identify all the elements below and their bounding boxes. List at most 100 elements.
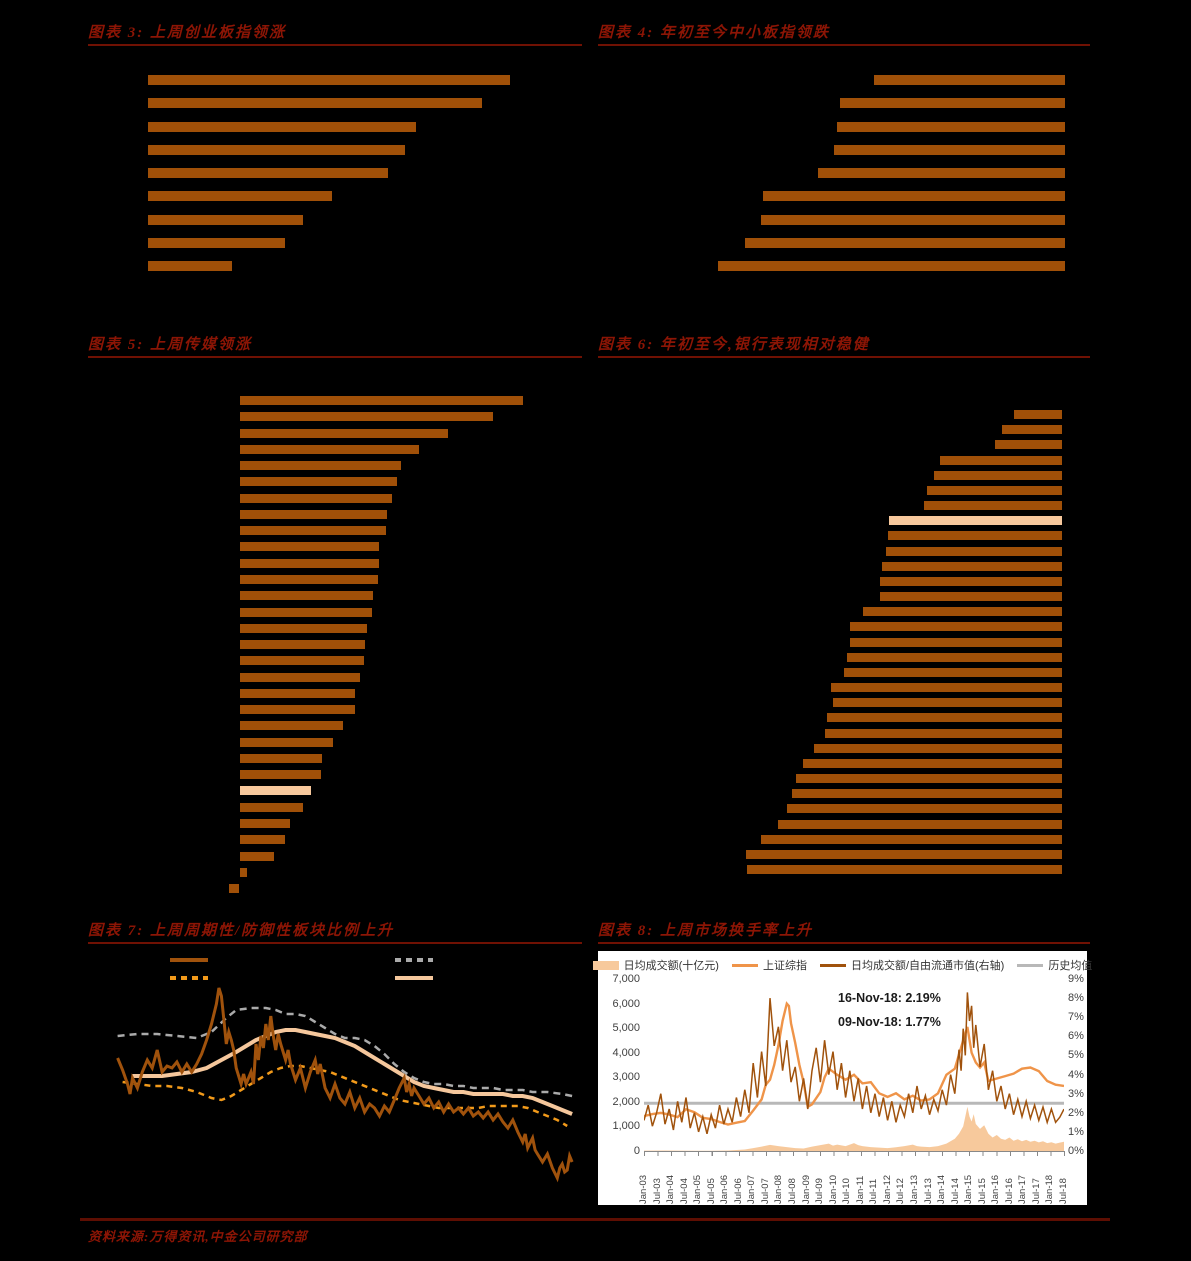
bar xyxy=(778,819,1062,829)
figure-7: 图表 7: 上周周期性/防御性板块比例上升 xyxy=(88,922,582,1214)
bar xyxy=(148,121,416,132)
bar xyxy=(834,144,1065,155)
figure-5-bar-chart xyxy=(229,396,582,896)
x-axis-label: Jul-07 xyxy=(759,1178,771,1204)
figure-6-title-rule xyxy=(598,356,1090,358)
legend-label: 历史均值 xyxy=(1048,960,1093,972)
bar xyxy=(927,485,1062,495)
legend-swatch-orange-dashed-line xyxy=(170,976,208,980)
bar xyxy=(240,526,386,536)
legend-label: 日均成交额(十亿元) xyxy=(623,960,719,972)
y-right-label: 9% xyxy=(1068,973,1084,985)
figure-5-title-rule xyxy=(88,356,582,358)
bar xyxy=(882,561,1062,571)
x-axis-label: Jul-10 xyxy=(841,1178,853,1204)
bar xyxy=(240,721,343,731)
legend-item: 日均成交额(十亿元) xyxy=(592,957,719,973)
bar xyxy=(850,622,1062,632)
x-axis-label: Jul-12 xyxy=(895,1178,907,1204)
bar xyxy=(148,75,510,85)
x-axis-label: Jan-17 xyxy=(1017,1174,1029,1204)
y-right-label: 8% xyxy=(1068,992,1084,1005)
figure-8-title-rule xyxy=(598,942,1090,944)
bar xyxy=(847,652,1062,662)
bar xyxy=(148,214,303,225)
figure-8-volume-area xyxy=(644,1106,1064,1151)
x-axis-label: Jan-12 xyxy=(881,1174,893,1204)
legend-swatch-dark-solid-line xyxy=(170,958,208,962)
legend-label: 上证综指 xyxy=(762,960,807,972)
y-left-label: 2,000 xyxy=(612,1095,640,1108)
y-right-label: 4% xyxy=(1068,1068,1084,1081)
bar xyxy=(833,698,1062,708)
bar xyxy=(880,592,1062,602)
y-right-label: 6% xyxy=(1068,1030,1084,1043)
bar xyxy=(745,237,1065,248)
figure-8: 图表 8: 上周市场换手率上升 日均成交额(十亿元) 上证综指 日均成交额/自由流通… xyxy=(592,922,1092,1214)
bar xyxy=(240,412,493,422)
annotation-16-nov-18: 16-Nov-18: 2.19% xyxy=(838,991,941,1005)
figure-8-x-axis-line xyxy=(644,1151,1065,1156)
bar xyxy=(880,576,1062,586)
source-note: 资料来源:万得资讯,中金公司研究部 xyxy=(88,1229,308,1244)
bar xyxy=(240,574,378,584)
legend-item: 历史均值 xyxy=(1017,957,1092,973)
line-swatch-icon xyxy=(1017,963,1044,967)
figure-8-title: 图表 8: 上周市场换手率上升 xyxy=(598,923,813,939)
bar xyxy=(814,743,1062,753)
bar xyxy=(1014,410,1062,419)
bar xyxy=(825,728,1062,738)
x-axis-label: Jan-09 xyxy=(800,1174,812,1204)
figure-7-line-chart xyxy=(116,987,574,1183)
x-axis-label: Jul-14 xyxy=(949,1178,961,1204)
bar xyxy=(240,607,372,617)
figure-3-title-rule xyxy=(88,44,582,46)
y-left-label: 5,000 xyxy=(612,1022,640,1035)
x-axis-label: Jul-16 xyxy=(1003,1178,1015,1204)
x-axis-label: Jul-15 xyxy=(976,1178,988,1204)
bar xyxy=(803,758,1062,768)
x-axis-label: Jan-10 xyxy=(827,1174,839,1204)
line-swatch-icon xyxy=(731,963,758,967)
footer-rule xyxy=(80,1218,1110,1221)
x-axis-label: Jul-11 xyxy=(868,1178,880,1204)
figure-4: 图表 4: 年初至今中小板指领跌 xyxy=(598,24,1090,324)
x-axis-label: Jul-08 xyxy=(787,1178,799,1204)
bar xyxy=(148,191,332,202)
x-axis-label: Jan-04 xyxy=(665,1174,677,1204)
figure-6-bar-chart xyxy=(598,410,1062,890)
legend-swatch-peach-solid-line xyxy=(395,976,433,980)
bar xyxy=(240,509,387,519)
figure-7-series-1-gray-dashed xyxy=(117,1006,573,1098)
bar xyxy=(240,705,355,715)
bar xyxy=(995,440,1062,450)
figure-7-title-rule xyxy=(88,942,582,944)
bar xyxy=(240,542,379,552)
bar xyxy=(746,849,1062,859)
legend-item: 上证综指 xyxy=(731,957,807,973)
figure-8-turnover-line xyxy=(644,992,1064,1134)
bar xyxy=(761,214,1065,225)
bar xyxy=(888,531,1062,541)
bar xyxy=(240,558,379,568)
bar xyxy=(863,607,1062,617)
bar xyxy=(148,98,482,109)
figure-3: 图表 3: 上周创业板指领涨 xyxy=(88,24,582,324)
bar xyxy=(240,493,392,503)
bar xyxy=(148,168,388,178)
bar xyxy=(889,516,1062,526)
x-axis-label: Jan-05 xyxy=(692,1174,704,1204)
figure-8-legend: 日均成交额(十亿元) 上证综指 日均成交额/自由流通市值(右轴) 历史均值 xyxy=(592,957,1092,973)
bar xyxy=(240,672,360,682)
bar xyxy=(240,867,247,877)
bar xyxy=(718,261,1065,271)
bar xyxy=(240,835,285,845)
x-axis-label: Jul-06 xyxy=(732,1178,744,1204)
figure-6-title: 图表 6: 年初至今,银行表现相对稳健 xyxy=(598,337,870,353)
bar xyxy=(761,834,1062,844)
x-axis-label: Jan-16 xyxy=(990,1174,1002,1204)
x-axis-label: Jan-11 xyxy=(854,1175,866,1204)
figure-7-series-4-dark-solid xyxy=(116,987,574,1183)
x-axis-label: Jul-17 xyxy=(1030,1178,1042,1204)
